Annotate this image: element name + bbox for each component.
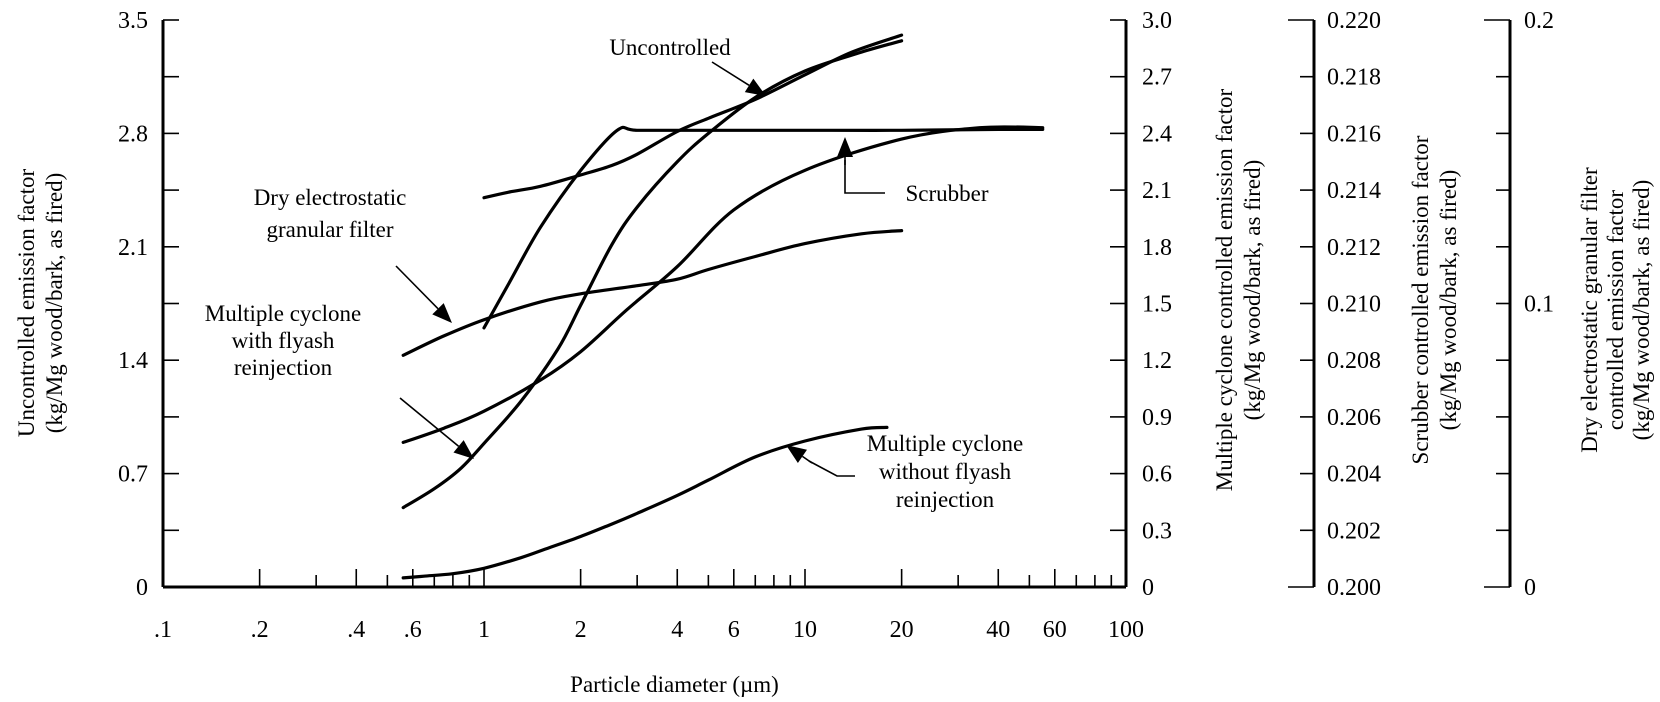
multiple-cyclone-without-reinjection-curve <box>401 39 904 510</box>
multiple-cyclone-with-reinjection-label: Multiple cyclone <box>205 301 362 326</box>
degf-arrow <box>395 265 452 323</box>
degf-tick-label: 0.2 <box>1524 8 1554 34</box>
multiple-cyclone-tick-label: 1.5 <box>1142 292 1172 318</box>
multiple-cyclone-tick-label: 0.9 <box>1142 405 1172 431</box>
multiple-cyclone-without-reinjection-label: without flyash <box>879 459 1012 484</box>
multiple-cyclone-without-leader <box>808 460 855 477</box>
scrubber-tick-label: 0.206 <box>1327 405 1381 431</box>
multiple-cyclone-with-reinjection-label: reinjection <box>234 355 333 380</box>
multiple-cyclone-tick-label: 0.3 <box>1142 518 1172 544</box>
x-tick-label: 1 <box>478 617 490 643</box>
scrubber-tick-label: 0.212 <box>1327 235 1381 261</box>
x-tick-label: 10 <box>793 617 817 643</box>
multiple-cyclone-tick-label: 1.2 <box>1142 348 1172 374</box>
multiple-cyclone-tick-label: 2.7 <box>1142 65 1172 91</box>
annotations: Uncontrolled Scrubber Dry electrostatic gra… <box>205 35 1024 512</box>
x-tick-label: 6 <box>728 617 740 643</box>
curves <box>401 33 1045 580</box>
scrubber-curve <box>401 125 1045 444</box>
degf-tick-label: 0.1 <box>1524 292 1554 318</box>
multiple-cyclone-tick-label: 1.8 <box>1142 235 1172 261</box>
axes: .1 .2 .4 .6 1 2 4 6 10 20 40 60 100 Particle diameter… <box>14 8 1654 697</box>
degf-axis-title: (kg/Mg wood/bark, as fired) <box>1629 180 1654 441</box>
x-tick-label: .2 <box>251 617 269 643</box>
scrubber-tick-label: 0.200 <box>1327 575 1381 601</box>
degf-curve <box>401 425 889 580</box>
x-tick-label: 40 <box>986 617 1010 643</box>
scrubber-tick-label: 0.204 <box>1327 462 1381 488</box>
scrubber-axis-title: Scrubber controlled emission factor <box>1408 135 1433 464</box>
degf-label: Dry electrostatic <box>254 185 407 210</box>
left-y-tick-label: 0 <box>136 575 148 601</box>
left-y-tick-label: 2.1 <box>118 235 148 261</box>
degf-axis-title: controlled emission factor <box>1603 190 1628 430</box>
x-tick-label: 20 <box>890 617 914 643</box>
x-tick-label: 2 <box>575 617 587 643</box>
multiple-cyclone-axis-title: Multiple cyclone controlled emission fac… <box>1212 88 1237 491</box>
multiple-cyclone-with-reinjection-curve <box>482 33 904 200</box>
multiple-cyclone-axis-title: (kg/Mg wood/bark, as fired) <box>1240 160 1265 421</box>
multiple-cyclone-without-reinjection-label: reinjection <box>896 487 995 512</box>
left-y-axis-title: Uncontrolled emission factor <box>14 169 39 438</box>
scrubber-tick-label: 0.208 <box>1327 348 1381 374</box>
scrubber-tick-label: 0.216 <box>1327 121 1381 147</box>
x-tick-label: 100 <box>1108 617 1144 643</box>
multiple-cyclone-with-reinjection-label: with flyash <box>232 328 335 353</box>
left-y-axis-title: (kg/Mg wood/bark, as fired) <box>42 173 67 434</box>
multiple-cyclone-tick-label: 0.6 <box>1142 462 1172 488</box>
degf-upper-branch-curve <box>482 125 1045 330</box>
scrubber-label: Scrubber <box>905 181 988 206</box>
uncontrolled-label: Uncontrolled <box>609 35 731 60</box>
scrubber-tick-label: 0.220 <box>1327 8 1381 34</box>
x-tick-label: .6 <box>404 617 422 643</box>
scrubber-axis-title: (kg/Mg wood/bark, as fired) <box>1436 170 1461 431</box>
scrubber-tick-label: 0.214 <box>1327 178 1381 204</box>
left-y-tick-label: 2.8 <box>118 121 148 147</box>
multiple-cyclone-without-reinjection-label: Multiple cyclone <box>867 431 1024 456</box>
degf-label: granular filter <box>266 217 393 242</box>
left-y-tick-label: 0.7 <box>118 462 148 488</box>
multiple-cyclone-tick-label: 3.0 <box>1142 8 1172 34</box>
degf-tick-label: 0 <box>1524 575 1536 601</box>
scrubber-arrow <box>837 137 853 165</box>
x-tick-label: .1 <box>154 617 172 643</box>
uncontrolled-curve <box>401 229 904 357</box>
x-tick-label: 4 <box>671 617 683 643</box>
scrubber-tick-label: 0.210 <box>1327 292 1381 318</box>
scrubber-tick-label: 0.202 <box>1327 518 1381 544</box>
left-y-tick-label: 3.5 <box>118 8 148 34</box>
x-tick-label: .4 <box>347 617 365 643</box>
x-tick-label: 60 <box>1043 617 1067 643</box>
left-y-tick-label: 1.4 <box>118 348 148 374</box>
multiple-cyclone-tick-label: 2.1 <box>1142 178 1172 204</box>
multiple-cyclone-with-reinjection-arrow <box>399 397 474 459</box>
degf-axis-title: Dry electrostatic granular filter <box>1577 167 1602 453</box>
multiple-cyclone-tick-label: 0 <box>1142 575 1154 601</box>
uncontrolled-arrow <box>711 61 766 96</box>
multiple-cyclone-without-reinjection-arrow <box>786 445 813 464</box>
scrubber-tick-label: 0.218 <box>1327 65 1381 91</box>
multiple-cyclone-tick-label: 2.4 <box>1142 121 1172 147</box>
scrubber-leader <box>844 160 885 194</box>
x-axis-title: Particle diameter (µm) <box>570 672 779 697</box>
